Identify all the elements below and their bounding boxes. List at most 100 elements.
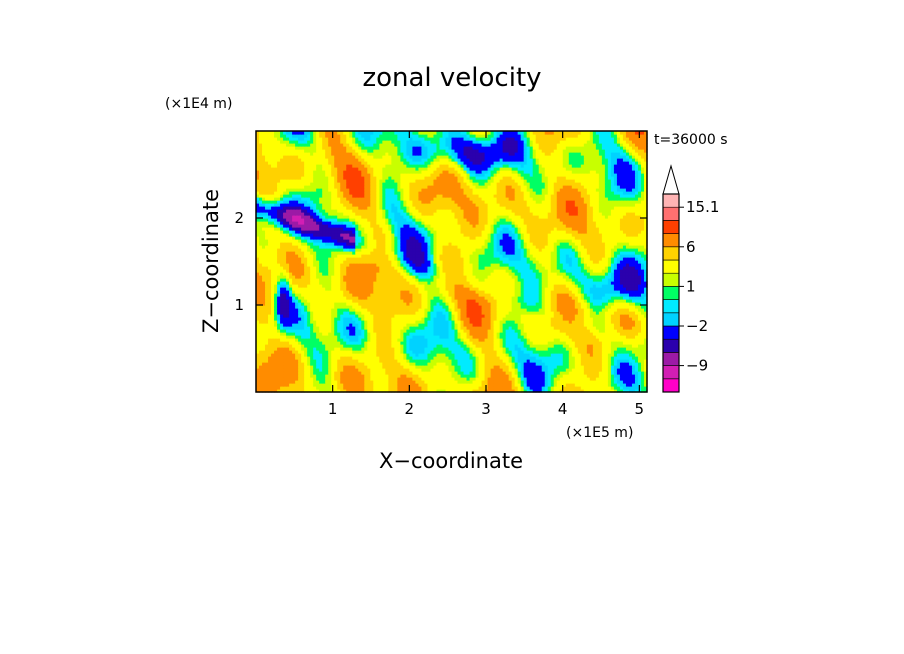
field-cell (331, 341, 335, 345)
field-cell (310, 287, 314, 291)
field-cell (565, 317, 570, 321)
field-cell (463, 368, 468, 372)
field-cell (256, 320, 260, 324)
field-cell (637, 371, 642, 375)
field-cell (448, 386, 453, 390)
field-cell (415, 362, 420, 366)
field-cell (349, 356, 353, 360)
field-cell (475, 302, 480, 306)
field-cell (547, 344, 552, 348)
field-cell (463, 320, 468, 324)
field-cell (379, 329, 383, 333)
field-cell (595, 344, 600, 348)
field-cell (574, 365, 579, 369)
field-cell (280, 350, 284, 354)
field-cell (613, 380, 618, 384)
field-cell (361, 320, 365, 324)
field-cell (631, 347, 636, 351)
field-cell (493, 350, 498, 354)
field-cell (538, 386, 543, 390)
field-cell (385, 362, 389, 366)
field-cell (400, 290, 404, 294)
field-cell (301, 377, 305, 381)
field-cell (535, 308, 540, 312)
field-cell (583, 377, 588, 381)
field-cell (346, 350, 350, 354)
field-cell (376, 320, 380, 324)
field-cell (622, 317, 627, 321)
field-cell (409, 362, 413, 366)
field-cell (475, 323, 480, 327)
field-cell (451, 335, 456, 339)
field-cell (376, 305, 380, 309)
field-cell (454, 287, 459, 291)
field-cell (301, 314, 305, 318)
field-cell (604, 350, 609, 354)
field-cell (448, 371, 453, 375)
field-cell (343, 356, 347, 360)
field-cell (508, 323, 513, 327)
field-cell (358, 338, 362, 342)
field-cell (529, 359, 534, 363)
field-cell (532, 302, 537, 306)
field-cell (457, 326, 462, 330)
field-cell (622, 380, 627, 384)
field-cell (424, 317, 429, 321)
field-cell (631, 287, 636, 291)
field-cell (502, 290, 507, 294)
field-cell (466, 383, 471, 387)
field-cell (382, 308, 386, 312)
field-cell (577, 290, 582, 294)
field-cell (529, 383, 534, 387)
field-cell (607, 338, 612, 342)
field-cell (460, 347, 465, 351)
field-cell (397, 347, 401, 351)
field-cell (355, 365, 359, 369)
field-cell (346, 380, 350, 384)
field-cell (430, 293, 435, 297)
field-cell (574, 359, 579, 363)
field-cell (391, 296, 395, 300)
field-cell (310, 314, 314, 318)
field-cell (562, 293, 567, 297)
field-cell (382, 299, 386, 303)
field-cell (475, 383, 480, 387)
field-cell (643, 353, 648, 357)
field-cell (385, 311, 389, 315)
field-cell (643, 338, 648, 342)
field-cell (610, 332, 615, 336)
field-cell (532, 356, 537, 360)
field-cell (538, 380, 543, 384)
field-cell (358, 344, 362, 348)
field-cell (352, 287, 356, 291)
field-cell (331, 311, 335, 315)
field-cell (502, 365, 507, 369)
field-cell (628, 287, 633, 291)
field-cell (565, 335, 570, 339)
field-cell (346, 287, 350, 291)
field-cell (301, 332, 305, 336)
field-cell (580, 308, 585, 312)
field-cell (259, 290, 263, 294)
field-cell (433, 377, 438, 381)
field-cell (565, 365, 570, 369)
field-cell (316, 284, 320, 288)
field-cell (499, 341, 504, 345)
field-cell (394, 389, 398, 393)
field-cell (595, 368, 600, 372)
field-cell (628, 383, 633, 387)
field-cell (361, 311, 365, 315)
field-cell (388, 353, 392, 357)
field-cell (607, 311, 612, 315)
field-cell (493, 362, 498, 366)
field-cell (604, 293, 609, 297)
field-cell (643, 383, 648, 387)
field-cell (517, 341, 522, 345)
field-cell (622, 320, 627, 324)
field-cell (463, 341, 468, 345)
field-cell (604, 317, 609, 321)
field-cell (601, 332, 606, 336)
field-cell (565, 341, 570, 345)
field-cell (289, 284, 293, 288)
field-cell (580, 389, 585, 393)
